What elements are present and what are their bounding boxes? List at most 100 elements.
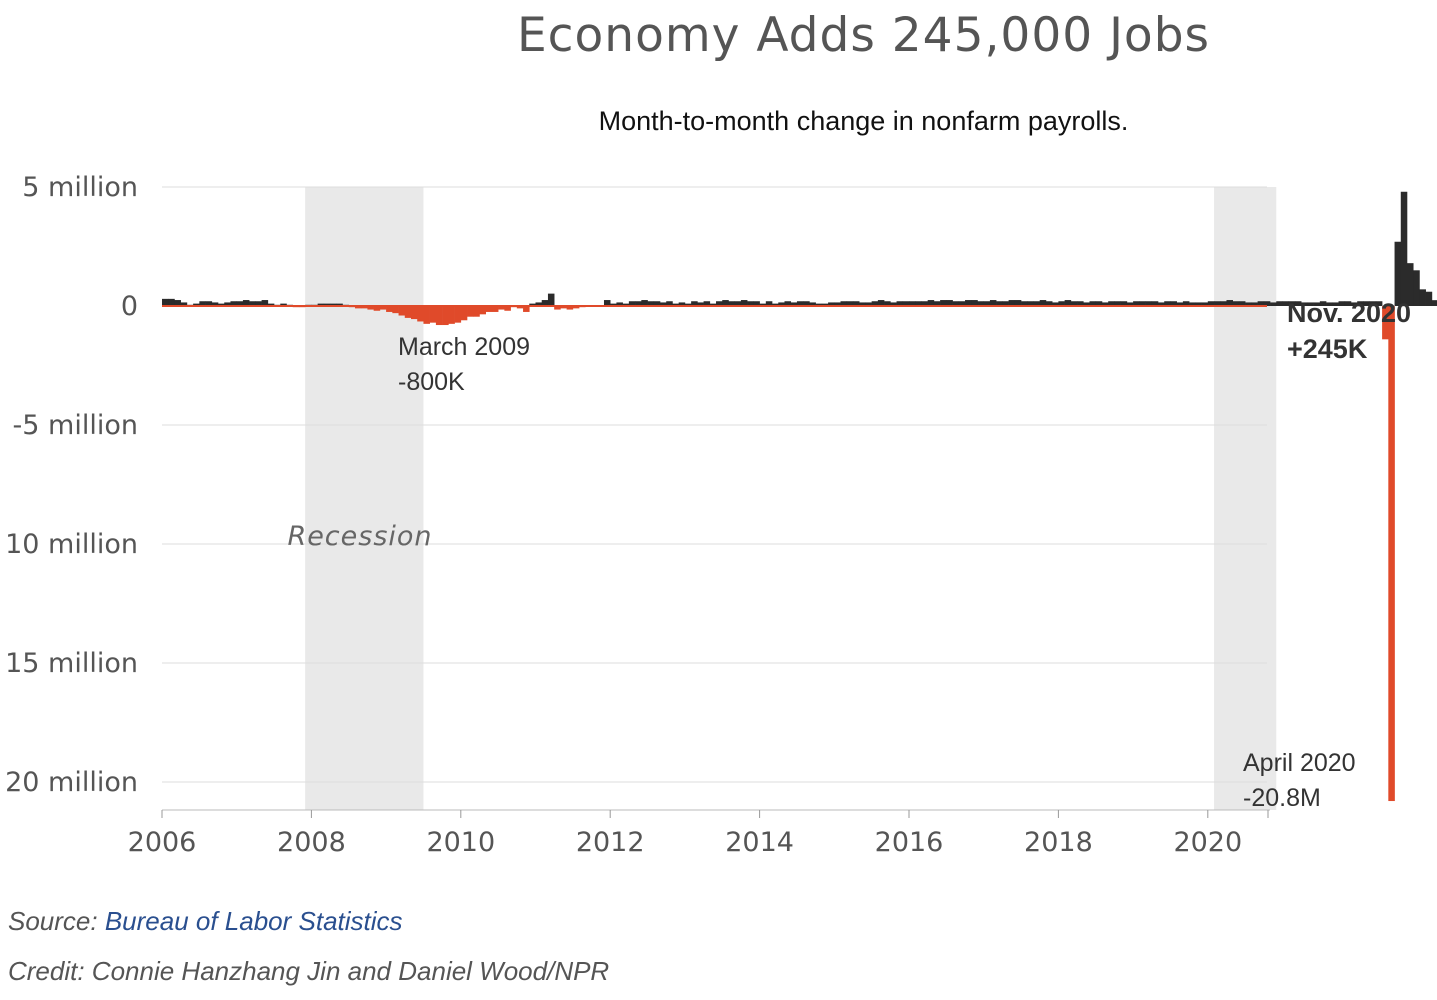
bar-month-155 [1126,302,1134,306]
bar-month-179 [1276,301,1283,306]
bar-month-0 [162,298,169,306]
annotation-2-line1: Nov. 2020 [1287,298,1411,328]
bar-month-34 [373,306,381,311]
bar-month-66 [572,306,580,309]
bar-month-88 [709,303,717,306]
bar-month-38 [398,306,406,316]
bar-month-91 [728,301,735,306]
bar-month-157 [1139,301,1146,306]
recession-label: Recession [287,521,432,552]
bar-month-184 [1307,302,1314,306]
bar-month-135 [1002,301,1009,306]
bar-month-84 [684,303,692,306]
bar-month-27 [330,303,337,306]
bar-month-109 [840,301,848,306]
bar-month-9 [218,303,225,306]
bar-month-114 [871,301,879,306]
source-link[interactable]: Bureau of Labor Statistics [104,906,403,936]
bar-month-130 [971,300,978,306]
bar-month-169 [1214,301,1221,306]
bar-month-35 [379,306,387,310]
tick-labels: 5 million 0 -5 million 10 million 15 million… [5,172,1269,858]
bar-month-131 [977,301,984,306]
bar-month-73 [616,302,623,306]
bar-month-45 [442,306,449,326]
bar-month-151 [1101,302,1109,306]
bar-month-146 [1070,301,1078,306]
payrolls-bar-chart: 5 million 0 -5 million 10 million 15 million… [5,172,1437,858]
bar-month-139 [1027,301,1034,306]
bar-month-122 [921,301,928,306]
bar-month-201 [1413,270,1420,306]
bar-month-31 [354,306,362,309]
x-tick-label-4: 2014 [725,827,794,858]
bar-month-149 [1089,301,1097,306]
bar-month-137 [1014,300,1022,306]
bar-month-141 [1039,300,1047,306]
bar-month-52 [485,306,493,312]
bar-month-33 [367,306,374,310]
x-tick-label-3: 2012 [576,827,645,858]
bar-month-112 [859,302,866,306]
bar-month-15 [255,301,262,306]
bar-month-183 [1301,302,1308,306]
bar-month-81 [666,301,673,306]
bar-month-163 [1176,302,1184,306]
bar-month-202 [1419,289,1426,306]
bar-month-188 [1332,302,1339,306]
bar-month-159 [1151,301,1159,306]
y-tick-label-3: 10 million [5,529,138,560]
bar-month-168 [1207,301,1215,306]
bar-month-5 [193,303,200,306]
bar-month-76 [635,301,642,306]
bar-month-26 [323,303,331,306]
bar-month-187 [1326,302,1333,306]
bar-month-77 [641,300,648,306]
bar-month-57 [516,306,524,309]
bar-month-193 [1363,301,1370,306]
recession-band-1 [1214,187,1277,810]
bar-month-49 [467,306,474,317]
chart-title: Economy Adds 245,000 Jobs [516,8,1211,63]
bar-month-17 [267,303,275,306]
bar-month-41 [417,306,424,322]
x-tick-label-1: 2008 [277,827,346,858]
bar-month-118 [896,301,904,306]
bar-month-93 [740,300,748,306]
bar-month-107 [828,302,835,306]
bar-month-166 [1195,302,1202,306]
bar-month-83 [678,302,686,306]
bar-month-172 [1232,301,1240,306]
bar-month-28 [336,303,343,306]
bar-month-171 [1226,300,1233,306]
y-tick-label-2: -5 million [13,410,138,441]
bar-month-90 [722,300,729,306]
bar-month-48 [460,306,468,321]
bar-month-126 [946,300,953,306]
bar-month-78 [647,301,655,306]
bar-month-99 [778,302,785,306]
bar-month-2 [174,300,181,306]
bar-month-37 [392,306,399,314]
bar-month-158 [1145,301,1153,306]
bar-month-97 [765,301,773,306]
bar-month-203 [1425,291,1433,306]
bar-month-74 [622,303,630,306]
bar-month-58 [523,306,530,312]
bar-month-178 [1270,302,1277,306]
bar-month-65 [566,306,574,310]
bar-month-72 [610,303,617,306]
bar-month-119 [902,301,910,306]
bar-month-191 [1350,302,1358,306]
bar-month-62 [547,293,555,306]
bar-month-120 [909,301,916,306]
bar-month-40 [411,306,418,320]
bar-month-165 [1189,302,1196,306]
y-tick-label-0: 5 million [22,172,138,203]
bar-month-110 [846,301,854,306]
chart-subtitle: Month-to-month change in nonfarm payroll… [598,106,1129,136]
bar-month-160 [1158,302,1165,306]
bar-month-115 [877,300,885,306]
bar-month-194 [1369,301,1377,306]
annotation-2-line2: +245K [1287,334,1368,364]
